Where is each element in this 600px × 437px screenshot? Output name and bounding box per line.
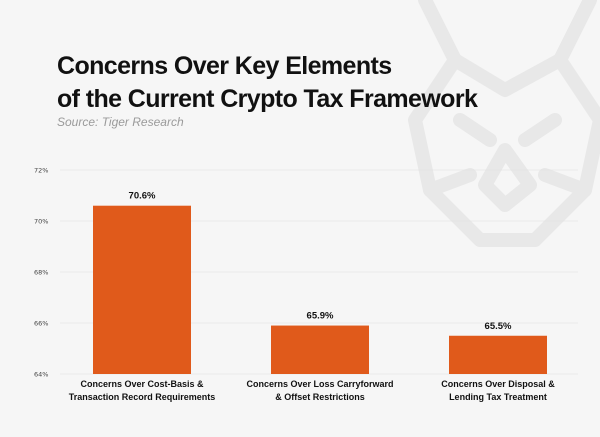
data-label: 70.6% (129, 191, 156, 202)
x-tick-label: & Offset Restrictions (275, 392, 365, 402)
bar (93, 205, 191, 374)
x-tick-label: Concerns Over Loss Carryforward (246, 379, 393, 389)
y-tick-label: 70% (34, 218, 48, 226)
chart-source: Source: Tiger Research (57, 115, 184, 129)
x-tick-label: Transaction Record Requirements (69, 392, 216, 402)
y-tick-label: 64% (34, 371, 48, 379)
data-label: 65.5% (485, 321, 512, 332)
bar (271, 325, 369, 374)
tiger-head-logo-icon (408, 0, 600, 247)
chart-title: Concerns Over Key Elements of the Curren… (57, 50, 487, 116)
bar (449, 335, 547, 374)
x-tick-label: Lending Tax Treatment (449, 392, 547, 402)
chart-title-line-2: of the Current Crypto Tax Framework (57, 85, 478, 113)
x-tick-label: Concerns Over Disposal & (441, 379, 555, 389)
x-tick-label: Concerns Over Cost-Basis & (80, 379, 204, 389)
y-tick-label: 72% (34, 167, 48, 175)
data-label: 65.9% (307, 311, 334, 322)
y-tick-label: 68% (34, 269, 48, 277)
chart-title-line-1: Concerns Over Key Elements (57, 52, 392, 80)
y-tick-label: 66% (34, 320, 48, 328)
